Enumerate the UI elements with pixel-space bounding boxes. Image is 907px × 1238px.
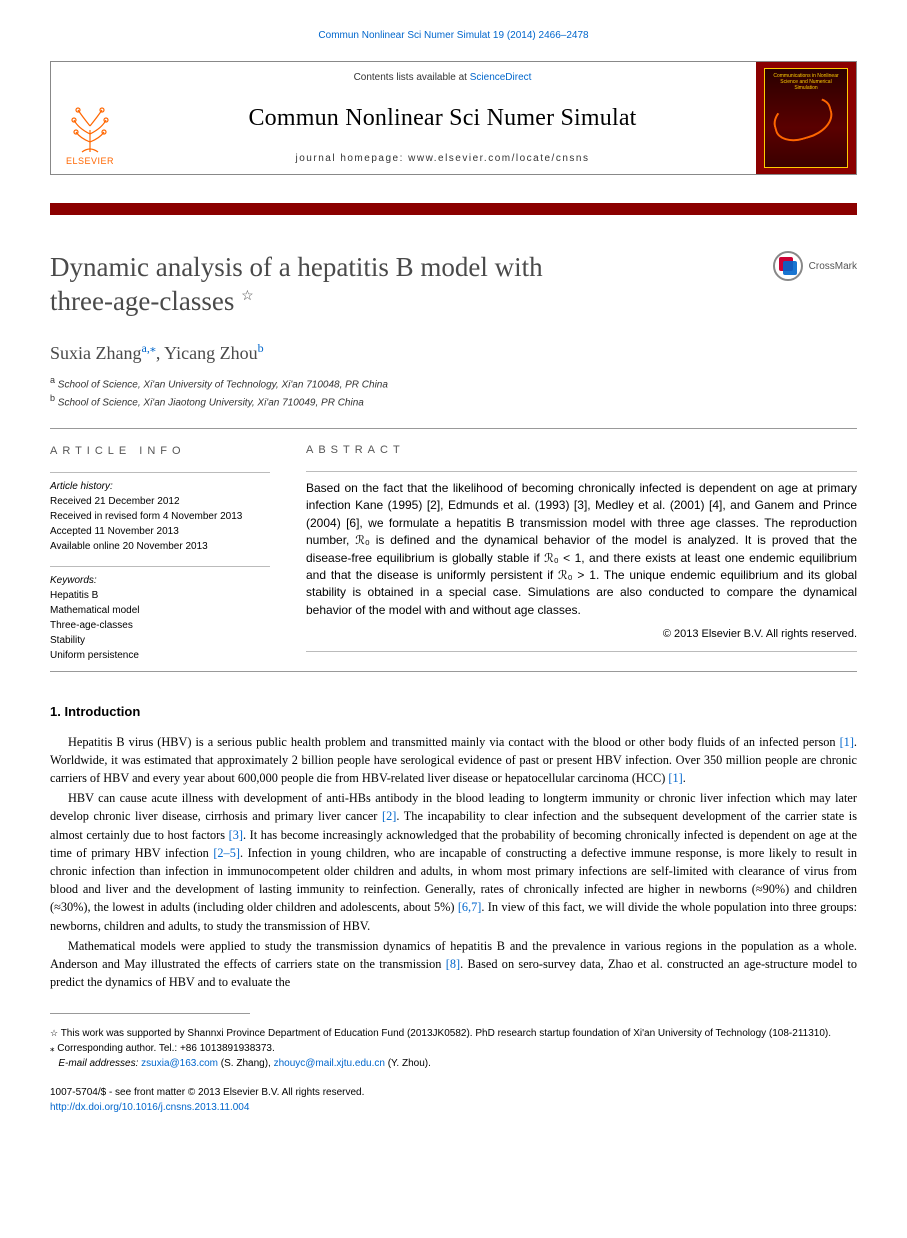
corr-mark-icon: ⁎ <box>50 1043 55 1053</box>
history-head: Article history: <box>50 479 270 494</box>
issn-line: 1007-5704/$ - see front matter © 2013 El… <box>50 1085 857 1100</box>
authors: Suxia Zhanga,⁎, Yicang Zhoub <box>50 341 857 364</box>
history-2: Accepted 11 November 2013 <box>50 524 270 539</box>
author-2: Yicang Zhou <box>164 343 257 363</box>
para-3: Mathematical models were applied to stud… <box>50 937 857 992</box>
email-2[interactable]: zhouyc@mail.xjtu.edu.cn <box>274 1058 385 1069</box>
masthead-center: Contents lists available at ScienceDirec… <box>129 62 756 174</box>
keyword-4: Uniform persistence <box>50 648 270 663</box>
info-abstract-row: ARTICLE INFO Article history: Received 2… <box>50 443 857 663</box>
crossmark-label: CrossMark <box>809 261 857 272</box>
email-1-who: (S. Zhang), <box>218 1058 274 1069</box>
crossmark-icon <box>773 251 803 281</box>
aff-text-a: School of Science, Xi'an University of T… <box>58 379 388 390</box>
footnote-funding: ☆ This work was supported by Shannxi Pro… <box>50 1026 857 1041</box>
accent-bar <box>50 203 857 215</box>
cite-6-7[interactable]: [6,7] <box>458 900 482 914</box>
keyword-1: Mathematical model <box>50 603 270 618</box>
cite-1[interactable]: [1] <box>840 735 854 749</box>
footnote-corr: ⁎ Corresponding author. Tel.: +86 101389… <box>50 1041 857 1056</box>
author-2-aff: b <box>258 341 264 355</box>
article-info: ARTICLE INFO Article history: Received 2… <box>50 443 270 663</box>
page: Commun Nonlinear Sci Numer Simulat 19 (2… <box>0 0 907 1143</box>
funding-text: This work was supported by Shannxi Provi… <box>61 1028 831 1039</box>
author-1-aff: a, <box>142 341 150 355</box>
history-0: Received 21 December 2012 <box>50 494 270 509</box>
journal-homepage[interactable]: journal homepage: www.elsevier.com/locat… <box>137 153 748 164</box>
crossmark-badge[interactable]: CrossMark <box>773 251 857 281</box>
corr-text: Corresponding author. Tel.: +86 10138919… <box>57 1043 275 1054</box>
p1a: Hepatitis B virus (HBV) is a serious pub… <box>68 735 840 749</box>
journal-name: Commun Nonlinear Sci Numer Simulat <box>137 105 748 132</box>
rule-bottom <box>50 671 857 672</box>
para-2: HBV can cause acute illness with develop… <box>50 789 857 935</box>
sciencedirect-link[interactable]: ScienceDirect <box>470 72 532 83</box>
contents-line: Contents lists available at ScienceDirec… <box>137 72 748 83</box>
cite-1b[interactable]: [1] <box>668 771 682 785</box>
section-1-heading: 1. Introduction <box>50 704 857 719</box>
cite-3[interactable]: [3] <box>229 828 243 842</box>
elsevier-tree-icon <box>64 102 116 154</box>
history-3: Available online 20 November 2013 <box>50 539 270 554</box>
keywords-head: Keywords: <box>50 573 270 588</box>
author-1: Suxia Zhang <box>50 343 142 363</box>
cite-2[interactable]: [2] <box>382 809 396 823</box>
footnotes: ☆ This work was supported by Shannxi Pro… <box>50 1026 857 1071</box>
article-info-head: ARTICLE INFO <box>50 443 270 460</box>
keyword-3: Stability <box>50 633 270 648</box>
info-rule-2 <box>50 566 270 567</box>
info-rule <box>50 472 270 473</box>
publisher-label: ELSEVIER <box>66 156 114 166</box>
affiliation-a: a School of Science, Xi'an University of… <box>50 374 857 392</box>
email-label: E-mail addresses: <box>58 1058 141 1069</box>
abstract-head: ABSTRACT <box>306 443 857 459</box>
funding-mark-icon: ☆ <box>50 1028 58 1038</box>
abs-rule <box>306 471 857 472</box>
title-line1: Dynamic analysis of a hepatitis B model … <box>50 252 543 282</box>
publisher-logo-block: ELSEVIER <box>51 62 129 174</box>
running-head: Commun Nonlinear Sci Numer Simulat 19 (2… <box>50 30 857 41</box>
author-sep: , <box>156 343 164 363</box>
aff-mark-b: b <box>50 393 55 403</box>
article-title: Dynamic analysis of a hepatitis B model … <box>50 251 543 319</box>
contents-pre: Contents lists available at <box>354 72 470 83</box>
para-1: Hepatitis B virus (HBV) is a serious pub… <box>50 733 857 788</box>
footer: 1007-5704/$ - see front matter © 2013 El… <box>50 1085 857 1115</box>
abstract-text: Based on the fact that the likelihood of… <box>306 480 857 619</box>
cite-8[interactable]: [8] <box>446 957 460 971</box>
email-1[interactable]: zsuxia@163.com <box>141 1058 218 1069</box>
keyword-0: Hepatitis B <box>50 588 270 603</box>
footnote-rule <box>50 1013 250 1014</box>
affiliations: a School of Science, Xi'an University of… <box>50 374 857 411</box>
email-2-who: (Y. Zhou). <box>385 1058 431 1069</box>
cite-2-5[interactable]: [2–5] <box>213 846 240 860</box>
abstract: ABSTRACT Based on the fact that the like… <box>306 443 857 663</box>
abs-rule-bottom <box>306 651 857 652</box>
keyword-2: Three-age-classes <box>50 618 270 633</box>
rule-top <box>50 428 857 429</box>
p1d: . <box>683 771 686 785</box>
doi-link[interactable]: http://dx.doi.org/10.1016/j.cnsns.2013.1… <box>50 1100 857 1115</box>
body-text: Hepatitis B virus (HBV) is a serious pub… <box>50 733 857 992</box>
abstract-copyright: © 2013 Elsevier B.V. All rights reserved… <box>306 627 857 643</box>
cover-caption: Communications in Nonlinear Science and … <box>769 73 843 91</box>
history-1: Received in revised form 4 November 2013 <box>50 509 270 524</box>
title-row: Dynamic analysis of a hepatitis B model … <box>50 251 857 319</box>
affiliation-b: b School of Science, Xi'an Jiaotong Univ… <box>50 392 857 410</box>
footnote-emails: E-mail addresses: zsuxia@163.com (S. Zha… <box>50 1056 857 1071</box>
cover-swirl-icon <box>769 92 838 147</box>
journal-cover-thumb: Communications in Nonlinear Science and … <box>764 68 848 168</box>
aff-text-b: School of Science, Xi'an Jiaotong Univer… <box>58 397 364 408</box>
aff-mark-a: a <box>50 375 55 385</box>
funding-star-icon: ☆ <box>241 289 254 304</box>
cover-thumb-block: Communications in Nonlinear Science and … <box>756 62 856 174</box>
masthead: ELSEVIER Contents lists available at Sci… <box>50 61 857 175</box>
title-line2: three-age-classes <box>50 286 234 316</box>
